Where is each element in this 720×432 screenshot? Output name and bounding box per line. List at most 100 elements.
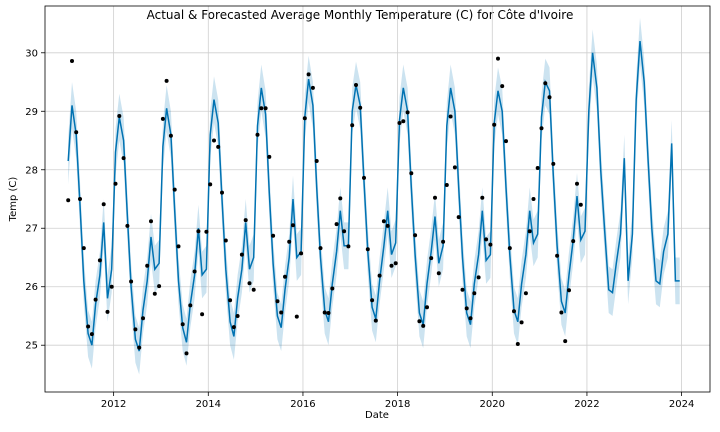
- actual-point: [547, 95, 552, 100]
- actual-point: [567, 288, 571, 293]
- actual-point: [448, 114, 453, 119]
- actual-point: [354, 83, 358, 87]
- actual-point: [365, 247, 370, 252]
- actual-point: [74, 130, 79, 135]
- actual-point: [208, 182, 213, 187]
- actual-point: [145, 263, 150, 268]
- actual-point: [326, 311, 331, 315]
- actual-point: [70, 59, 74, 63]
- actual-point: [539, 126, 544, 131]
- actual-point: [433, 195, 437, 200]
- actual-point: [421, 323, 426, 328]
- actual-point: [377, 273, 382, 278]
- actual-point: [555, 253, 560, 258]
- actual-point: [492, 122, 497, 127]
- actual-point: [512, 309, 516, 314]
- x-tick-label: 2014: [196, 399, 221, 410]
- actual-point: [299, 251, 304, 256]
- actual-point: [559, 310, 564, 315]
- x-tick-label: 2016: [290, 399, 315, 410]
- actual-point: [373, 318, 378, 323]
- actual-point: [89, 332, 94, 337]
- actual-point: [515, 342, 520, 346]
- actual-point: [385, 223, 390, 228]
- actual-point: [86, 324, 91, 329]
- actual-point: [78, 197, 82, 201]
- actual-point: [523, 291, 528, 296]
- actual-point: [314, 159, 319, 163]
- actual-point: [271, 233, 276, 238]
- actual-point: [247, 281, 252, 286]
- actual-point: [460, 287, 465, 292]
- x-tick-label: 2018: [385, 399, 410, 410]
- actual-point: [472, 291, 477, 296]
- actual-point: [176, 244, 181, 249]
- actual-point: [519, 320, 524, 325]
- actual-point: [109, 284, 114, 289]
- actual-point: [310, 85, 315, 90]
- x-axis-title: Date: [365, 410, 389, 421]
- actual-point: [81, 246, 86, 251]
- actual-point: [504, 139, 508, 144]
- actual-point: [571, 239, 576, 244]
- actual-point: [358, 105, 363, 110]
- actual-point: [436, 271, 441, 276]
- actual-point: [563, 339, 568, 344]
- actual-point: [452, 165, 457, 170]
- actual-point: [318, 246, 323, 251]
- actual-point: [330, 286, 335, 291]
- actual-point: [188, 303, 193, 308]
- plot-area-frame: [44, 5, 711, 393]
- actual-point: [121, 156, 126, 161]
- actual-point: [294, 314, 299, 319]
- actual-point: [263, 106, 268, 111]
- actual-point: [228, 298, 233, 303]
- actual-point: [137, 345, 142, 350]
- uncertainty-band: [68, 17, 680, 375]
- actual-point: [334, 222, 339, 227]
- actual-point: [141, 316, 145, 321]
- forecast-line: [67, 41, 680, 352]
- actual-point: [157, 284, 162, 289]
- actual-point: [543, 81, 548, 86]
- actual-point: [381, 219, 386, 224]
- actual-point: [66, 198, 71, 203]
- actual-point: [417, 319, 422, 324]
- actual-point: [220, 190, 224, 195]
- actual-point: [180, 322, 185, 327]
- actual-point: [350, 123, 355, 128]
- actual-point: [133, 327, 138, 332]
- actual-point: [251, 287, 256, 292]
- uncertainty-interval-area: [68, 17, 680, 375]
- actual-point: [507, 246, 512, 251]
- actual-point: [117, 114, 122, 118]
- actual-point: [401, 119, 406, 124]
- actual-point: [283, 274, 287, 279]
- x-tick-label: 2012: [101, 399, 126, 410]
- actual-point: [196, 229, 201, 234]
- actual-point: [243, 218, 248, 223]
- actual-point: [429, 256, 434, 261]
- actual-point: [231, 325, 236, 330]
- actual-point: [164, 78, 169, 83]
- x-tick-label: 2024: [669, 399, 694, 410]
- y-tick-label: 28: [25, 165, 38, 176]
- actual-point: [488, 242, 493, 247]
- actual-point: [200, 312, 205, 317]
- actual-point: [184, 351, 189, 356]
- actual-point: [306, 72, 311, 77]
- actual-point: [370, 298, 375, 303]
- actual-point: [101, 202, 106, 207]
- actual-point: [97, 258, 102, 263]
- actual-point: [346, 244, 351, 249]
- y-tick-label: 25: [25, 341, 38, 352]
- actual-point: [113, 181, 118, 186]
- y-tick-label: 26: [25, 282, 38, 293]
- actual-point: [172, 187, 177, 192]
- actual-point: [393, 261, 398, 266]
- actual-point: [168, 133, 173, 138]
- actual-point: [125, 223, 130, 228]
- actual-point: [456, 215, 461, 220]
- actual-point: [468, 316, 473, 321]
